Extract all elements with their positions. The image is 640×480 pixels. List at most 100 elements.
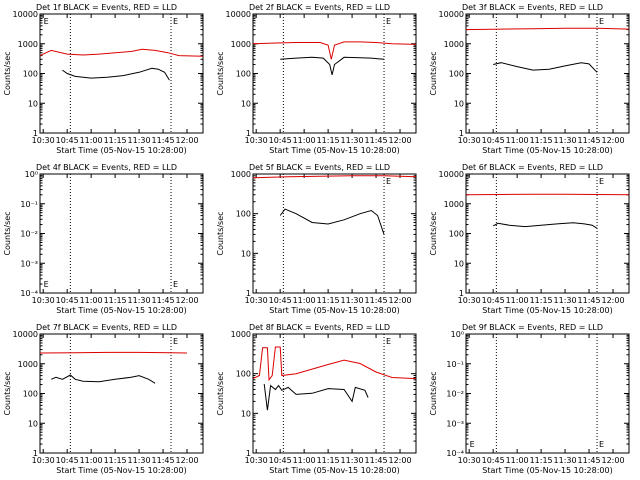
x-axis-label: Start Time (05-Nov-15 10:28:00) <box>482 306 612 315</box>
y-axis-label: Counts/sec <box>429 51 438 95</box>
series-events <box>51 374 156 384</box>
y-axis-label: Counts/sec <box>3 51 12 95</box>
y-tick-label: 10000 <box>439 170 464 179</box>
x-tick-label: 11:15 <box>104 456 127 465</box>
x-tick-label: 11:45 <box>578 456 601 465</box>
x-tick-label: 12:00 <box>601 456 624 465</box>
x-tick-label: 11:45 <box>578 136 601 145</box>
x-tick-label: 11:30 <box>554 296 577 305</box>
x-axis-label: Start Time (05-Nov-15 10:28:00) <box>482 466 612 475</box>
marker-label: E <box>44 280 49 289</box>
x-tick-label: 11:30 <box>341 456 364 465</box>
x-tick-label: 10:30 <box>245 296 268 305</box>
y-tick-label: 1000 <box>444 200 464 209</box>
y-tick-label: 10 <box>28 99 38 108</box>
x-tick-label: 10:30 <box>458 296 481 305</box>
x-tick-label: 11:15 <box>317 136 340 145</box>
y-tick-label: 100 <box>236 70 251 79</box>
x-tick-label: 11:30 <box>341 136 364 145</box>
marker-label: E <box>386 17 391 26</box>
panel-title: Det 2f BLACK = Events, RED = LLD <box>249 3 390 12</box>
x-tick-label: 10:30 <box>245 456 268 465</box>
x-tick-label: 12:00 <box>175 296 198 305</box>
plot-frame <box>465 333 630 454</box>
y-axis-label: Counts/sec <box>216 371 225 415</box>
marker-label: E <box>599 177 604 186</box>
x-tick-label: 10:30 <box>32 136 55 145</box>
y-axis-label: Counts/sec <box>216 211 225 255</box>
series-events <box>279 208 385 235</box>
y-axis-label: Counts/sec <box>3 211 12 255</box>
x-tick-label: 12:00 <box>388 136 411 145</box>
y-tick-label: 10000 <box>13 330 38 339</box>
panel-title: Det 6f BLACK = Events, RED = LLD <box>462 163 603 172</box>
marker-label: E <box>470 440 475 449</box>
x-tick-label: 11:45 <box>152 296 175 305</box>
y-tick-label: 1 <box>33 449 38 458</box>
x-tick-label: 10:30 <box>32 456 55 465</box>
x-tick-label: 11:15 <box>104 136 127 145</box>
y-tick-label: 1000 <box>18 360 38 369</box>
x-tick-label: 11:45 <box>365 456 388 465</box>
marker-label: E <box>386 337 391 346</box>
y-tick-label: 10⁰ <box>451 330 464 339</box>
x-tick-label: 11:00 <box>80 136 103 145</box>
x-tick-label: 11:00 <box>506 296 529 305</box>
y-tick-label: 10⁻² <box>20 230 38 239</box>
series-events <box>492 222 598 229</box>
series-lld <box>39 351 188 354</box>
panel-title: Det 8f BLACK = Events, RED = LLD <box>249 323 390 332</box>
y-tick-label: 1 <box>459 289 464 298</box>
x-tick-label: 11:15 <box>530 296 553 305</box>
x-axis-label: Start Time (05-Nov-15 10:28:00) <box>56 146 186 155</box>
y-tick-label: 10 <box>241 409 251 418</box>
x-tick-label: 10:45 <box>482 296 505 305</box>
x-tick-label: 11:30 <box>554 136 577 145</box>
chart-panel-1: Det 1f BLACK = Events, RED = LLD 10:30 10:… <box>3 3 204 155</box>
x-tick-label: 10:30 <box>458 136 481 145</box>
y-tick-label: 1 <box>246 129 251 138</box>
x-tick-label: 11:15 <box>104 296 127 305</box>
chart-panel-2: Det 2f BLACK = Events, RED = LLD 10:30 10:… <box>216 3 417 155</box>
plot-frame <box>252 13 417 134</box>
x-axis-label: Start Time (05-Nov-15 10:28:00) <box>56 466 186 475</box>
x-tick-label: 10:45 <box>269 136 292 145</box>
series-lld <box>252 346 417 382</box>
y-tick-label: 10000 <box>226 10 251 19</box>
y-tick-label: 1000 <box>444 40 464 49</box>
series-events <box>280 56 385 76</box>
x-tick-label: 11:15 <box>530 456 553 465</box>
series-lld <box>465 27 630 31</box>
y-tick-label: 10⁻³ <box>20 259 38 268</box>
marker-label: E <box>599 440 604 449</box>
x-tick-label: 10:30 <box>245 136 268 145</box>
x-tick-label: 11:30 <box>128 296 151 305</box>
x-tick-label: 11:30 <box>128 456 151 465</box>
chart-panel-6: Det 6f BLACK = Events, RED = LLD 10:30 10:… <box>429 163 630 315</box>
chart-panel-3: Det 3f BLACK = Events, RED = LLD 10:30 10:… <box>429 3 630 155</box>
x-tick-label: 11:45 <box>365 136 388 145</box>
x-tick-label: 11:45 <box>152 136 175 145</box>
series-events <box>62 67 170 81</box>
y-tick-label: 1 <box>33 129 38 138</box>
plot-frame <box>465 13 630 134</box>
y-tick-label: 1 <box>246 449 251 458</box>
x-tick-label: 11:00 <box>293 136 316 145</box>
series-events <box>263 383 369 411</box>
y-tick-label: 1000 <box>18 40 38 49</box>
marker-label: E <box>173 337 178 346</box>
y-tick-label: 100 <box>236 370 251 379</box>
x-tick-label: 11:00 <box>293 296 316 305</box>
y-tick-label: 10 <box>241 99 251 108</box>
x-tick-label: 12:00 <box>388 456 411 465</box>
chart-panel-5: Det 5f BLACK = Events, RED = LLD 10:30 10:… <box>216 163 417 315</box>
y-tick-label: 10⁰ <box>25 170 38 179</box>
y-tick-label: 10 <box>28 419 38 428</box>
panel-title: Det 7f BLACK = Events, RED = LLD <box>36 323 177 332</box>
marker-label: E <box>599 17 604 26</box>
x-tick-label: 10:45 <box>482 456 505 465</box>
y-tick-label: 10 <box>241 249 251 258</box>
y-tick-label: 100 <box>23 390 38 399</box>
y-tick-label: 10000 <box>13 10 38 19</box>
y-tick-label: 10⁻¹ <box>446 360 464 369</box>
